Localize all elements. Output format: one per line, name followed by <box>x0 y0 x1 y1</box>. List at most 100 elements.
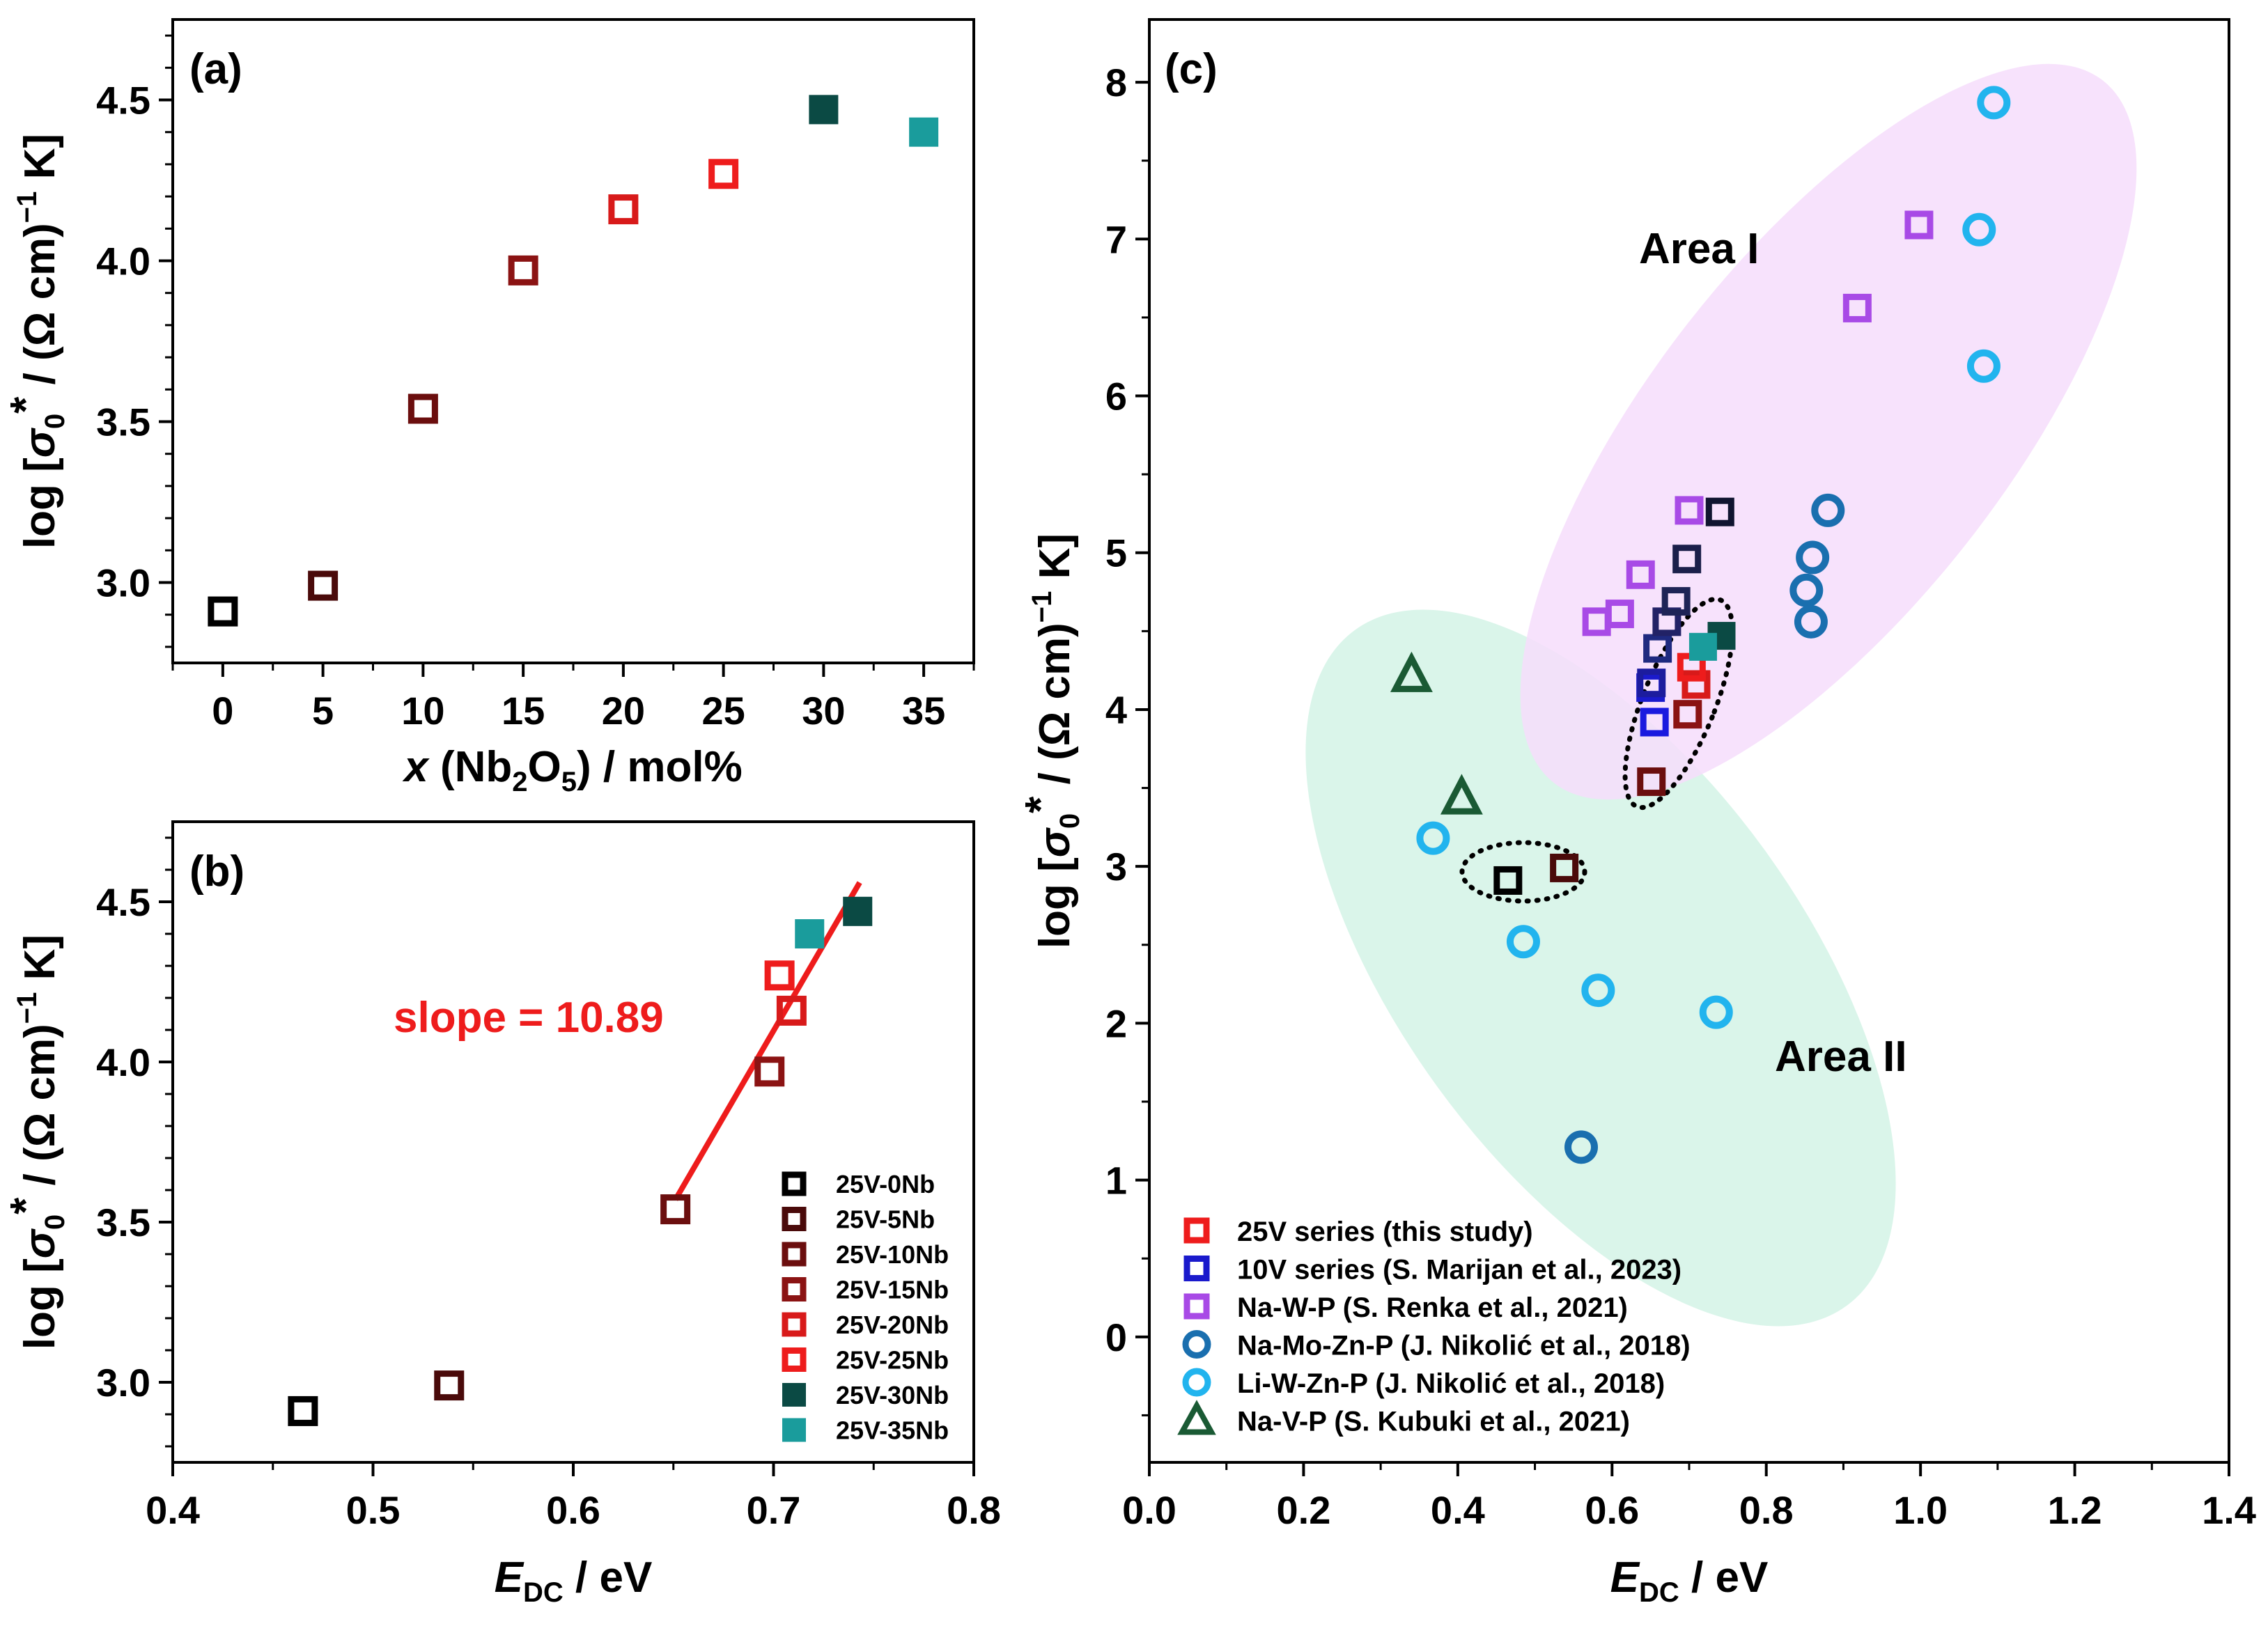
data-point-circle <box>1977 86 2011 120</box>
data-point-circle <box>1794 604 1828 639</box>
data-point-circle <box>1796 540 1830 574</box>
data-point-square <box>1672 545 1702 574</box>
data-point-square <box>1626 560 1655 589</box>
area-i-region <box>1520 63 2137 800</box>
legend-label: 25V-35Nb <box>836 1416 949 1445</box>
data-point-square <box>1842 293 1872 322</box>
data-point-square <box>1688 632 1717 661</box>
data-point-triangle <box>1390 651 1433 692</box>
x-tick-label: 15 <box>502 689 545 733</box>
data-point-square <box>1640 708 1669 737</box>
legend-label: 25V-30Nb <box>836 1381 949 1409</box>
legend-marker <box>782 1418 806 1442</box>
data-point-square <box>1675 496 1704 525</box>
x-axis-label: EDC / eV <box>495 1554 653 1608</box>
data-point-25V-10Nb <box>660 1194 691 1225</box>
x-tick-label: 0.4 <box>1431 1488 1485 1532</box>
data-point-square <box>1493 866 1523 895</box>
data-point-25V-35Nb <box>795 919 825 948</box>
x-tick-label: 30 <box>802 689 845 733</box>
data-point-circle <box>1506 925 1540 959</box>
x-tick-label: 25 <box>701 689 745 733</box>
legend-label: Na-Mo-Zn-P (J. Nikolić et al., 2018) <box>1237 1331 1691 1361</box>
data-point-circle <box>1966 349 2001 383</box>
plot-frame <box>171 18 975 664</box>
y-tick-label: 5 <box>1105 531 1127 575</box>
x-tick-label: 1.0 <box>1893 1488 1948 1532</box>
y-tick-label: 0 <box>1105 1315 1127 1359</box>
data-point-25V-10Nb <box>407 393 438 424</box>
area-ii-region <box>1305 609 1896 1327</box>
x-tick-label: 5 <box>312 689 334 733</box>
x-tick-label: 20 <box>602 689 645 733</box>
data-point-square <box>1661 587 1691 616</box>
legend-label: 25V-10Nb <box>836 1240 949 1269</box>
panel-label-a: (a) <box>189 45 242 93</box>
data-point-square <box>1637 767 1666 797</box>
x-tick-label: 0.4 <box>146 1488 200 1532</box>
y-axis-label: log [σ0* / (Ω cm)−1 K] <box>2 935 70 1350</box>
legend-marker <box>1182 1330 1211 1359</box>
y-axis-label: log [σ0* / (Ω cm)−1 K] <box>2 134 70 549</box>
legend-label: 25V-20Nb <box>836 1311 949 1339</box>
data-point-circle <box>1811 493 1845 527</box>
data-point-25V-25Nb <box>708 159 739 189</box>
legend-marker <box>1182 1368 1211 1397</box>
data-point-25V-0Nb <box>288 1396 318 1426</box>
panel-c: 0.0 0.2 0.4 0.6 0.8 1.0 1.2 1.4 0 1 2 3 4 5 6 7 8 (c) Area… <box>1017 18 2256 1608</box>
legend-label: 25V-15Nb <box>836 1276 949 1304</box>
y-tick-label: 4.5 <box>96 880 150 924</box>
legend-label: 25V-0Nb <box>836 1170 935 1198</box>
data-point-25V-30Nb <box>843 896 873 926</box>
legend-marker <box>782 1347 807 1372</box>
legend-marker <box>782 1207 807 1231</box>
legend-marker <box>1177 1400 1216 1435</box>
x-tick-label: 0.0 <box>1122 1488 1176 1532</box>
data-point-25V-15Nb <box>508 255 538 286</box>
data-point-25V-5Nb <box>308 570 339 601</box>
x-tick-label: 0.8 <box>1739 1488 1794 1532</box>
legend-label: Na-V-P (S. Kubuki et al., 2021) <box>1237 1407 1630 1437</box>
x-tick-label: 0.6 <box>1585 1488 1639 1532</box>
data-point-25V-25Nb <box>764 960 795 991</box>
panel-label-b: (b) <box>189 847 244 896</box>
y-tick-label: 3.5 <box>96 1201 150 1244</box>
legend-marker <box>1183 1256 1210 1281</box>
data-point-25V-20Nb <box>608 194 639 225</box>
data-point-circle <box>1564 1130 1598 1164</box>
data-point-square <box>1705 497 1734 526</box>
data-point-square <box>1605 600 1634 629</box>
legend-label: 10V series (S. Marijan et al., 2023) <box>1237 1255 1681 1285</box>
data-point-circle <box>1789 573 1824 607</box>
data-point-circle <box>1699 995 1733 1029</box>
legend-label: Li-W-Zn-P (J. Nikolić et al., 2018) <box>1237 1368 1665 1399</box>
legend-marker <box>782 1171 807 1196</box>
legend-label: 25V-5Nb <box>836 1205 935 1234</box>
y-tick-label: 8 <box>1105 61 1127 104</box>
legend-marker <box>782 1277 807 1301</box>
x-tick-label: 1.4 <box>2202 1488 2256 1532</box>
legend-label: 25V-25Nb <box>836 1346 949 1375</box>
legend-marker <box>1183 1217 1210 1244</box>
x-tick-label: 0.6 <box>546 1488 600 1532</box>
panel-b: 0.4 0.5 0.6 0.7 0.8 3.0 3.5 4.0 4.5 (b) slope = 10… <box>2 820 1001 1608</box>
data-point-square <box>1681 670 1711 699</box>
group-ellipse-low <box>1459 840 1587 904</box>
panel-label-c: (c) <box>1165 45 1218 93</box>
area-i-label: Area I <box>1639 225 1759 273</box>
data-point-25V-5Nb <box>434 1370 465 1401</box>
data-point-square <box>1643 634 1672 663</box>
area-ii-label: Area II <box>1775 1033 1907 1081</box>
legend-label: 25V series (this study) <box>1237 1217 1533 1247</box>
group-ellipse-high <box>1622 596 1735 811</box>
y-tick-label: 4 <box>1105 688 1127 732</box>
data-point-square <box>1673 700 1702 729</box>
y-tick-label: 1 <box>1105 1159 1127 1203</box>
y-tick-label: 3 <box>1105 845 1127 889</box>
data-point-circle <box>1962 212 1996 247</box>
x-tick-label: 0.7 <box>747 1488 801 1532</box>
x-axis-label: x (Nb2O5) / mol% <box>402 743 742 797</box>
legend-label: Na-W-P (S. Renka et al., 2021) <box>1237 1292 1628 1323</box>
x-tick-label: 35 <box>902 689 945 733</box>
